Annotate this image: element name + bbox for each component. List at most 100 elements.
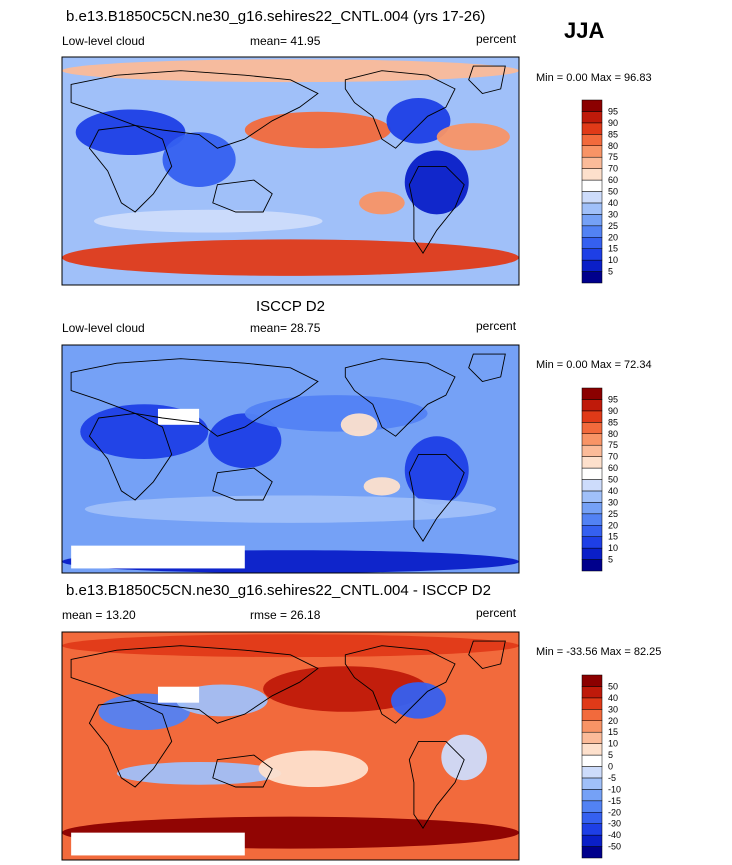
colorbar-swatch bbox=[581, 789, 603, 802]
colorbar-tick-label: 95 bbox=[608, 394, 618, 404]
colorbar-swatch bbox=[581, 134, 603, 146]
colorbar-tick-label: -30 bbox=[608, 819, 621, 829]
coastline bbox=[212, 754, 273, 788]
colorbar-tick-label: 85 bbox=[608, 417, 618, 427]
panel-2-title: ISCCP D2 bbox=[256, 298, 325, 315]
colorbar-swatch bbox=[581, 387, 603, 400]
field-region bbox=[162, 132, 236, 187]
colorbar-tick-label: 10 bbox=[608, 739, 618, 749]
colorbar-swatch bbox=[581, 422, 603, 434]
field-region bbox=[116, 761, 282, 785]
colorbar-tick-label: 50 bbox=[608, 681, 618, 691]
field-region bbox=[363, 477, 401, 496]
colorbar-swatch bbox=[581, 479, 603, 492]
colorbar-tick-label: 10 bbox=[608, 543, 618, 553]
coastline bbox=[212, 467, 273, 501]
colorbar-tick-label: 20 bbox=[608, 232, 618, 242]
colorbar-swatch bbox=[581, 709, 603, 721]
panel-1-mean: mean= 41.95 bbox=[250, 34, 321, 48]
colorbar-swatch bbox=[581, 720, 603, 733]
colorbar-swatch bbox=[581, 111, 603, 124]
panel-3-title: b.e13.B1850C5CN.ne30_g16.sehires22_CNTL.… bbox=[66, 582, 491, 599]
colorbar-swatch bbox=[581, 399, 603, 412]
field-region bbox=[244, 395, 428, 432]
field-region bbox=[436, 123, 510, 151]
colorbar-swatch bbox=[581, 777, 603, 790]
missing-data-patch bbox=[157, 408, 200, 425]
colorbar-swatch bbox=[581, 731, 603, 744]
panel-1-left-label: Low-level cloud bbox=[62, 34, 145, 48]
colorbar-tick-label: -40 bbox=[608, 830, 621, 840]
field-region bbox=[263, 666, 428, 712]
colorbar-swatch bbox=[581, 800, 603, 813]
missing-data-patch bbox=[71, 545, 245, 569]
field-region bbox=[84, 495, 497, 523]
colorbar-swatch bbox=[581, 834, 603, 847]
colorbar-swatch bbox=[581, 490, 603, 503]
colorbar-tick-label: -5 bbox=[608, 773, 616, 783]
colorbar-swatch bbox=[581, 145, 603, 158]
colorbar-tick-label: 5 bbox=[608, 555, 613, 565]
colorbar-tick-label: 90 bbox=[608, 118, 618, 128]
map-panel-3 bbox=[61, 631, 520, 861]
map-frame bbox=[61, 344, 520, 574]
field-region bbox=[93, 209, 323, 233]
field-region bbox=[404, 150, 469, 215]
colorbar-swatch bbox=[581, 225, 603, 238]
colorbar-swatch bbox=[581, 547, 603, 560]
colorbar-tick-label: 25 bbox=[608, 509, 618, 519]
colorbar-swatch bbox=[581, 812, 603, 824]
coastline bbox=[70, 70, 319, 149]
colorbar-tick-label: 60 bbox=[608, 463, 618, 473]
field-region bbox=[208, 413, 282, 469]
colorbar-swatch bbox=[581, 156, 603, 169]
colorbar-tick-label: -20 bbox=[608, 807, 621, 817]
field-region bbox=[386, 98, 451, 144]
colorbar-tick-label: 75 bbox=[608, 152, 618, 162]
colorbar-swatch bbox=[581, 271, 603, 284]
colorbar-swatch bbox=[581, 467, 603, 480]
map-panel-2 bbox=[61, 344, 520, 574]
coastline bbox=[468, 353, 506, 382]
coastline bbox=[88, 699, 173, 788]
coastline bbox=[344, 70, 456, 149]
colorbar-swatch bbox=[581, 846, 603, 859]
colorbar-tick-label: 0 bbox=[608, 762, 613, 772]
colorbar-swatch bbox=[581, 456, 603, 469]
colorbar-swatch bbox=[581, 674, 603, 687]
map-panel-1 bbox=[61, 56, 520, 286]
coastline bbox=[468, 640, 506, 669]
colorbar-swatch bbox=[581, 743, 603, 756]
missing-data-patch bbox=[157, 686, 200, 703]
colorbar-swatch bbox=[581, 168, 603, 181]
colorbar-tick-label: 75 bbox=[608, 440, 618, 450]
colorbar-swatch bbox=[581, 202, 603, 215]
field-region bbox=[359, 191, 405, 215]
season-label: JJA bbox=[564, 18, 605, 43]
colorbar-tick-label: 15 bbox=[608, 532, 618, 542]
field-region bbox=[404, 436, 469, 505]
field-region bbox=[258, 750, 369, 788]
panel-3-minmax: Min = -33.56 Max = 82.25 bbox=[536, 646, 662, 658]
colorbar-swatch bbox=[581, 766, 603, 779]
colorbar-swatch bbox=[581, 191, 603, 204]
panel-2-minmax: Min = 0.00 Max = 72.34 bbox=[536, 359, 652, 371]
field-region bbox=[62, 634, 519, 658]
colorbar-swatch bbox=[581, 99, 603, 112]
panel-1-title: b.e13.B1850C5CN.ne30_g16.sehires22_CNTL.… bbox=[66, 8, 486, 25]
coastline bbox=[344, 358, 456, 437]
colorbar-tick-label: 50 bbox=[608, 475, 618, 485]
colorbar-swatch bbox=[581, 444, 603, 457]
colorbar-tick-label: 15 bbox=[608, 244, 618, 254]
coastline bbox=[88, 412, 173, 501]
colorbar-tick-label: 60 bbox=[608, 175, 618, 185]
colorbar-swatch bbox=[581, 513, 603, 526]
coastline bbox=[70, 358, 319, 437]
coastline bbox=[70, 645, 319, 724]
colorbar-swatch bbox=[581, 214, 603, 227]
coastline bbox=[408, 453, 465, 542]
coastline bbox=[468, 65, 506, 94]
map-frame bbox=[61, 631, 520, 861]
